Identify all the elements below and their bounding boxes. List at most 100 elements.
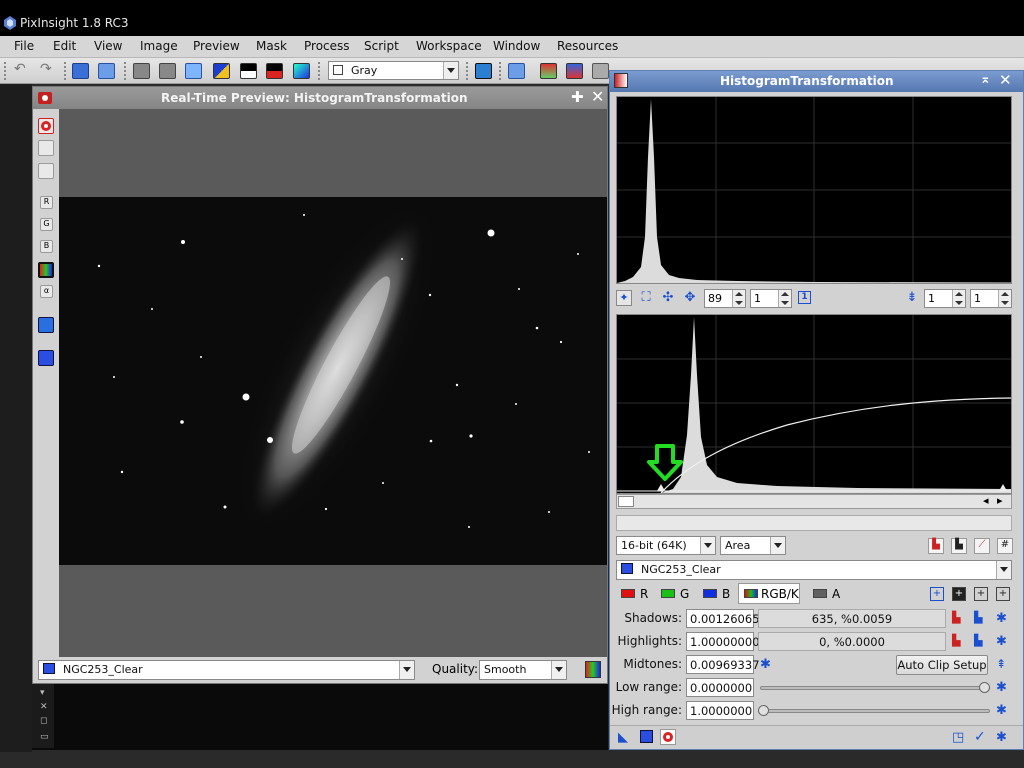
shadows-clip-icon[interactable]: ▙: [974, 611, 983, 624]
reset-icon[interactable]: ✱: [996, 730, 1007, 745]
zoom-vertical-spinner[interactable]: 1: [750, 289, 792, 308]
scroll-right-icon[interactable]: ▸: [997, 494, 1003, 507]
low-range-slider-knob[interactable]: [979, 682, 990, 693]
histogram-scrollbar[interactable]: ◂ ▸: [616, 494, 1012, 509]
channel-alpha-button[interactable]: α: [40, 285, 53, 298]
menu-window[interactable]: Window: [493, 39, 541, 53]
channel-g-label[interactable]: G: [680, 587, 690, 601]
zoom-fit-icon[interactable]: ⛶: [641, 290, 651, 305]
undo-icon[interactable]: ↶: [14, 61, 26, 77]
more-tools-icon[interactable]: [592, 63, 609, 79]
apply-icon[interactable]: [640, 730, 653, 743]
grid-icon[interactable]: #: [997, 538, 1013, 554]
high-range-reset-icon[interactable]: ✱: [996, 703, 1007, 718]
new-preview-icon[interactable]: [540, 63, 557, 79]
plot-output-icon[interactable]: ▙: [951, 538, 967, 554]
display-channel-select[interactable]: Gray: [328, 61, 459, 80]
menu-process[interactable]: Process: [304, 39, 350, 53]
resolution-select[interactable]: 16-bit (64K): [616, 536, 716, 555]
channel-r-label[interactable]: R: [640, 587, 649, 601]
midtones-reset-icon[interactable]: ✱: [760, 657, 771, 672]
scroll-left-icon[interactable]: ◂: [983, 494, 989, 507]
highlights-input[interactable]: 1.00000000: [686, 632, 760, 651]
shadows-reset-icon[interactable]: ✱: [996, 611, 1007, 626]
readout-icon[interactable]: [293, 63, 310, 79]
menu-file[interactable]: File: [14, 39, 35, 53]
spinner-arrows-icon[interactable]: [952, 290, 965, 307]
midtones-input[interactable]: 0.00969337: [686, 655, 760, 674]
add-gray-icon[interactable]: +: [974, 587, 988, 601]
pan-icon[interactable]: ✥: [684, 290, 696, 305]
menu-edit[interactable]: Edit: [53, 39, 77, 53]
menu-resources[interactable]: Resources: [557, 39, 619, 53]
channel-g-button[interactable]: G: [40, 218, 53, 231]
channel-alpha-label[interactable]: A: [832, 587, 841, 601]
ngc253-galaxy-image[interactable]: [59, 197, 607, 565]
realtime-preview-toggle[interactable]: [660, 729, 676, 745]
tool-icon[interactable]: ▾: [40, 688, 45, 698]
menu-workspace[interactable]: Workspace: [416, 39, 482, 53]
copy-view-icon[interactable]: [38, 163, 54, 179]
auto-clip-setup-button[interactable]: Auto Clip Setup: [896, 655, 988, 675]
realtime-toggle-icon[interactable]: [38, 118, 54, 134]
crosshair-icon[interactable]: ✦: [616, 290, 632, 306]
high-range-input[interactable]: 1.0000000: [686, 701, 754, 720]
pin-icon[interactable]: ✚: [571, 88, 584, 106]
graph-style-select[interactable]: Area: [720, 536, 786, 555]
one-to-one-icon[interactable]: 1: [798, 291, 811, 304]
tool-icon[interactable]: ▭: [40, 732, 49, 742]
tool-icon[interactable]: ◻: [40, 716, 48, 726]
menu-image[interactable]: Image: [140, 39, 178, 53]
highlights-marker-icon[interactable]: [999, 484, 1007, 491]
stf-icon[interactable]: [213, 63, 230, 79]
clone-image-icon[interactable]: [98, 63, 115, 79]
display-icon[interactable]: [475, 63, 492, 79]
channel-rgb-icon[interactable]: [38, 262, 54, 278]
spinner-arrows-icon[interactable]: [732, 290, 745, 307]
high-range-slider-knob[interactable]: [758, 705, 769, 716]
preview-mode-icon[interactable]: [566, 63, 583, 79]
contrast-icon[interactable]: [240, 63, 257, 79]
highlights-reset-icon[interactable]: ✱: [996, 634, 1007, 649]
menu-view[interactable]: View: [94, 39, 123, 53]
menu-preview[interactable]: Preview: [193, 39, 240, 53]
fit-view-icon[interactable]: [185, 63, 202, 79]
zoom-out-icon[interactable]: [159, 63, 176, 79]
new-image-icon[interactable]: [72, 63, 89, 79]
shade-icon[interactable]: ⌅: [980, 72, 991, 87]
high-range-slider[interactable]: [760, 709, 990, 713]
redo-icon[interactable]: ↷: [40, 61, 52, 77]
highlights-auto-icon[interactable]: ▙: [952, 634, 961, 647]
tool-icon[interactable]: ✕: [40, 702, 48, 712]
plot-curve-icon[interactable]: ⟋: [974, 538, 990, 554]
spinner-arrows-icon[interactable]: [998, 290, 1011, 307]
menu-mask[interactable]: Mask: [256, 39, 287, 53]
apply-global-icon[interactable]: ✓: [974, 729, 986, 745]
zoom-horizontal-spinner[interactable]: 89: [704, 289, 746, 308]
zoom-bottom-h-spinner[interactable]: 1: [924, 289, 966, 308]
scroll-thumb[interactable]: [618, 496, 634, 507]
channel-b-button[interactable]: B: [40, 240, 53, 253]
mask-icon[interactable]: [266, 63, 283, 79]
auto-clip-icon[interactable]: ⇞: [996, 657, 1007, 671]
output-histogram-panel[interactable]: [616, 314, 1012, 494]
shadows-marker-icon[interactable]: [657, 484, 665, 491]
plot-input-icon[interactable]: ▙: [928, 538, 944, 554]
highlights-clip-icon[interactable]: ▙: [974, 634, 983, 647]
reset-view-icon[interactable]: [38, 350, 54, 366]
quality-select[interactable]: Smooth: [479, 660, 567, 680]
histogram-titlebar[interactable]: HistogramTransformation ⌅ ✕: [610, 71, 1023, 92]
preview-image-select[interactable]: NGC253_Clear: [38, 660, 415, 680]
low-range-input[interactable]: 0.0000000: [686, 678, 754, 697]
view-select[interactable]: NGC253_Clear: [616, 560, 1012, 580]
shadows-input[interactable]: 0.00126065: [686, 609, 760, 628]
new-instance-icon[interactable]: ◣: [618, 730, 628, 745]
close-icon[interactable]: ✕: [591, 87, 605, 106]
zoom-in-icon[interactable]: [133, 63, 150, 79]
close-icon[interactable]: ✕: [999, 71, 1012, 89]
channel-r-button[interactable]: R: [40, 196, 53, 209]
menu-script[interactable]: Script: [364, 39, 399, 53]
split-view-icon[interactable]: [38, 140, 54, 156]
low-range-reset-icon[interactable]: ✱: [996, 680, 1007, 695]
preview-icon[interactable]: [508, 63, 525, 79]
